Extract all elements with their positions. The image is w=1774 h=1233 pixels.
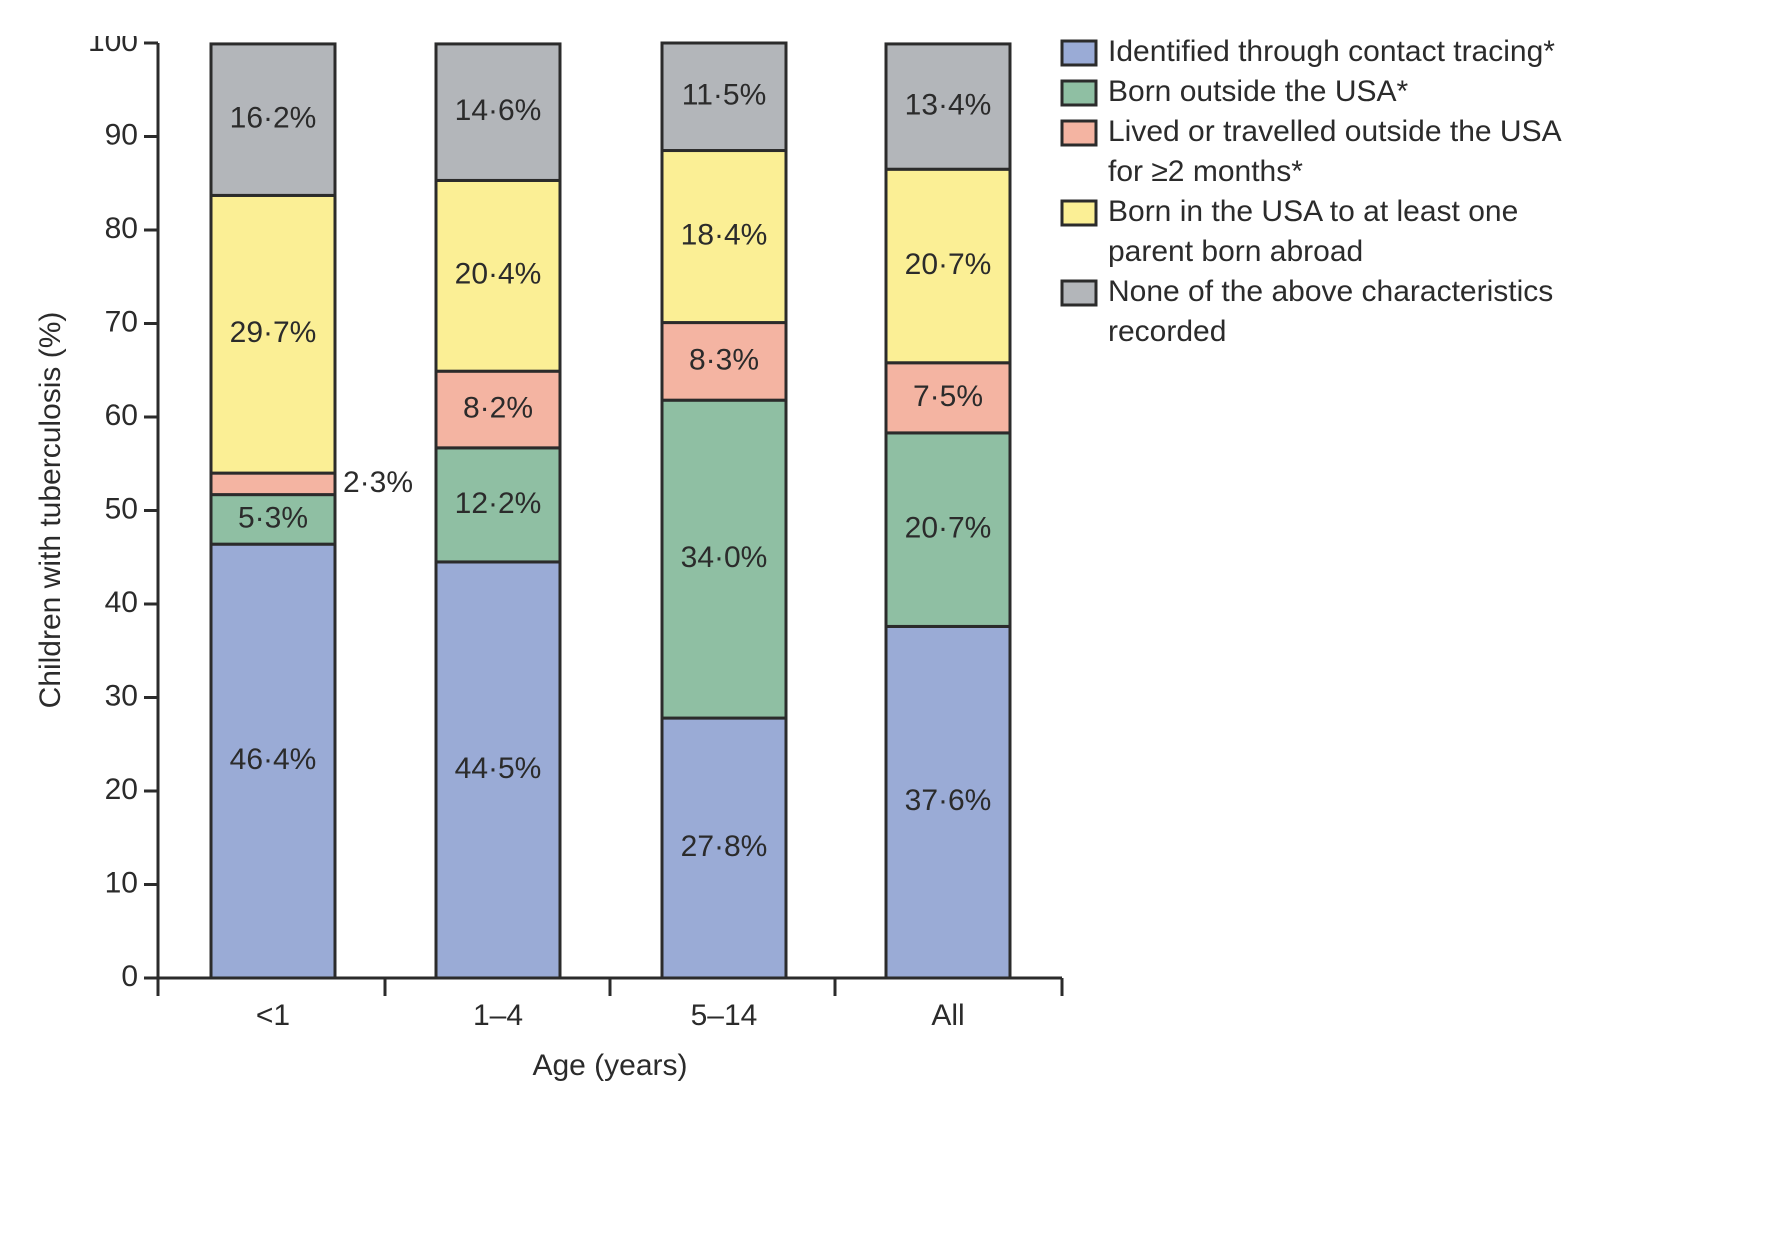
x-tick-label-2: 5–14 bbox=[691, 999, 758, 1032]
stacked-bar-chart: 0 10 20 30 40 50 60 70 80 90 100 <1 1–4 5–14 All 46·4%… bbox=[34, 25, 1562, 1082]
bar-segment-1-3 bbox=[434, 178, 562, 373]
y-tick-label-50: 50 bbox=[105, 492, 138, 525]
data-label-1-4: 14·6% bbox=[455, 94, 542, 127]
data-label-0-4: 16·2% bbox=[230, 102, 317, 135]
data-label-2-3: 18·4% bbox=[681, 218, 768, 251]
bar-segment-3-4 bbox=[884, 42, 1012, 171]
bar-segment-0-4 bbox=[209, 42, 337, 197]
x-axis-title: Age (years) bbox=[532, 1049, 687, 1082]
bar-segment-3-2 bbox=[884, 361, 1012, 435]
bar-segment-3-3 bbox=[884, 167, 1012, 365]
legend-label-3-0: Born in the USA to at least one bbox=[1108, 195, 1518, 228]
data-label-3-1: 20·7% bbox=[905, 512, 992, 545]
data-label-3-0: 37·6% bbox=[905, 784, 992, 817]
y-axis-title: Children with tuberculosis (%) bbox=[38, 312, 67, 709]
y-tick-label-20: 20 bbox=[105, 773, 138, 806]
bar-segment-1-2 bbox=[434, 369, 562, 450]
data-label-0-0: 46·4% bbox=[230, 743, 317, 776]
bar-segment-2-0 bbox=[660, 716, 788, 980]
data-label-2-0: 27·8% bbox=[681, 830, 768, 863]
bar-segment-0-1 bbox=[209, 493, 337, 546]
y-tick-label-30: 30 bbox=[105, 679, 138, 712]
legend-swatch-3 bbox=[1060, 199, 1098, 227]
data-label-1-3: 20·4% bbox=[455, 258, 542, 291]
bar-segment-0-0 bbox=[209, 542, 337, 980]
bar-segment-3-1 bbox=[884, 431, 1012, 628]
y-tick-label-0: 0 bbox=[121, 960, 138, 993]
data-label-2-4: 11·5% bbox=[682, 79, 767, 112]
x-tick-label-1: 1–4 bbox=[473, 999, 523, 1032]
bar-segment-1-4 bbox=[434, 42, 562, 182]
legend-swatch-0 bbox=[1060, 39, 1098, 67]
legend-swatch-1 bbox=[1060, 79, 1098, 107]
data-label-1-2: 8·2% bbox=[463, 391, 533, 424]
y-tick-label-40: 40 bbox=[105, 586, 138, 619]
legend-swatch-2 bbox=[1060, 119, 1098, 147]
data-label-0-3: 29·7% bbox=[230, 316, 317, 349]
legend-swatch-4 bbox=[1060, 279, 1098, 307]
data-label-1-0: 44·5% bbox=[455, 752, 542, 785]
bar-segment-0-2 bbox=[209, 471, 337, 497]
legend-label-2-1: for ≥2 months* bbox=[1108, 155, 1303, 188]
data-label-2-1: 34·0% bbox=[681, 541, 768, 574]
y-tick-label-80: 80 bbox=[105, 212, 138, 245]
data-label-0-2: 2·3% bbox=[343, 466, 413, 499]
y-tick-label-70: 70 bbox=[105, 305, 138, 338]
legend-label-0-0: Identified through contact tracing* bbox=[1108, 36, 1555, 68]
chart-frame: 0 10 20 30 40 50 60 70 80 90 100 <1 1–4 5–14 All 46·4%… bbox=[34, 25, 1774, 1228]
bar-segment-2-2 bbox=[660, 321, 788, 402]
y-tick-label-60: 60 bbox=[105, 399, 138, 432]
x-tick-label-0: <1 bbox=[256, 999, 290, 1032]
y-tick-label-90: 90 bbox=[105, 118, 138, 151]
data-label-3-2: 7·5% bbox=[913, 380, 983, 413]
legend-label-4-0: None of the above characteristics bbox=[1108, 275, 1553, 308]
bar-segment-2-3 bbox=[660, 149, 788, 325]
data-label-3-4: 13·4% bbox=[905, 89, 992, 122]
data-label-3-3: 20·7% bbox=[905, 248, 992, 281]
legend-label-2-0: Lived or travelled outside the USA bbox=[1108, 115, 1562, 148]
x-tick-label-3: All bbox=[931, 999, 964, 1032]
bar-segment-2-1 bbox=[660, 398, 788, 720]
bar-segment-1-1 bbox=[434, 446, 562, 564]
y-tick-label-10: 10 bbox=[105, 866, 138, 899]
data-label-1-1: 12·2% bbox=[455, 487, 542, 520]
legend-label-4-1: recorded bbox=[1108, 315, 1226, 348]
legend-label-3-1: parent born abroad bbox=[1108, 235, 1363, 268]
data-label-2-2: 8·3% bbox=[689, 343, 759, 376]
legend-label-1-0: Born outside the USA* bbox=[1108, 75, 1409, 108]
y-tick-label-100: 100 bbox=[88, 36, 138, 58]
bar-segment-2-4 bbox=[660, 41, 788, 153]
data-label-0-1: 5·3% bbox=[238, 501, 308, 534]
